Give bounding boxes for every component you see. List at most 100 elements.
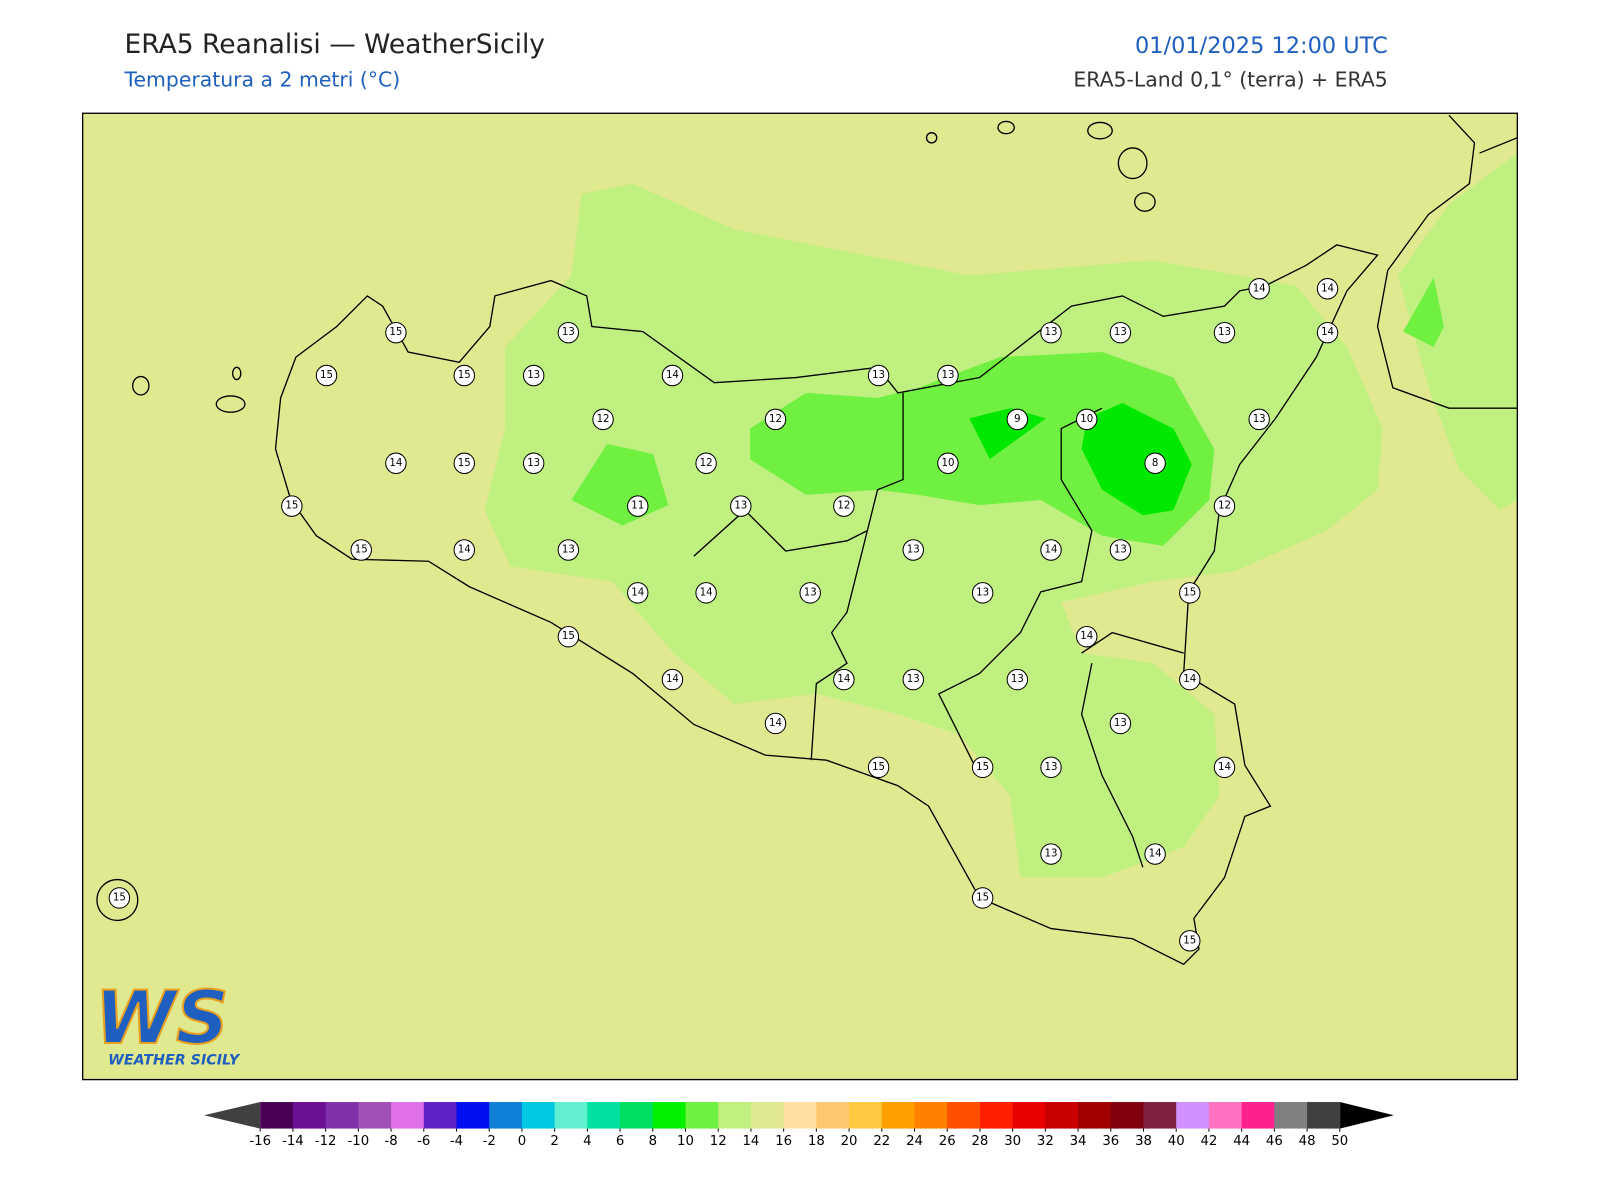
station-marker (557, 321, 580, 344)
station-value: 13 (1045, 762, 1058, 773)
colorbar-box (325, 1102, 359, 1129)
station-value: 15 (355, 545, 368, 556)
colorbar-tick-label: 48 (1299, 1134, 1316, 1149)
station-marker (627, 495, 649, 517)
colorbar-box (1078, 1102, 1112, 1129)
station-marker (764, 712, 787, 735)
colorbar-box (1176, 1102, 1210, 1129)
station-marker (867, 364, 890, 387)
station-value: 14 (458, 545, 471, 556)
station-marker (1179, 668, 1201, 691)
station-value: 14 (769, 718, 782, 729)
station-marker (1248, 278, 1270, 300)
colorbar-tick-label: 4 (583, 1134, 591, 1149)
station-marker (1179, 930, 1201, 952)
station-marker (1040, 756, 1062, 779)
station-value: 14 (1045, 545, 1058, 556)
colorbar-tick-label: 2 (550, 1134, 558, 1149)
station-marker (1006, 668, 1029, 691)
station-value: 14 (1218, 762, 1231, 773)
station-marker (557, 539, 580, 561)
colorbar-box (1208, 1102, 1243, 1129)
colorbar-box (260, 1102, 294, 1129)
station-marker (1040, 843, 1062, 865)
colorbar-tick-label: 10 (677, 1134, 694, 1149)
station-marker (1040, 539, 1062, 561)
colorbar-tick-label: 8 (649, 1134, 657, 1149)
station-value: 15 (458, 370, 471, 381)
station-marker (1144, 452, 1166, 474)
station-value: 9 (1014, 414, 1020, 425)
colorbar-box (587, 1102, 621, 1129)
station-value: 14 (1321, 283, 1334, 294)
coastline (96, 114, 1518, 966)
station-value: 14 (1183, 674, 1196, 685)
colorbar-box (718, 1102, 752, 1129)
colorbar-tick-label: 24 (906, 1134, 923, 1149)
colorbar-tick-label: 36 (1102, 1134, 1119, 1149)
station-marker (1316, 321, 1339, 344)
colorbar-tick-label: 34 (1070, 1134, 1087, 1149)
station-marker (315, 364, 338, 387)
station-value: 12 (1218, 501, 1231, 512)
station-value: 14 (666, 674, 679, 685)
station-marker (1076, 408, 1098, 431)
colorbar-tick-label: 22 (873, 1134, 890, 1149)
colorbar-tick-label: 42 (1200, 1134, 1217, 1149)
colorbar-box (1110, 1102, 1145, 1129)
station-marker (350, 539, 372, 561)
colorbar: -16 -14 -12 -10 -8 -6 -4 -2 0 2 4 6 8 10 12 14 16 18 20 22 2… (204, 1102, 1394, 1149)
station-marker (108, 887, 131, 909)
station-marker (937, 452, 959, 474)
station-marker (385, 452, 407, 474)
station-marker (557, 626, 580, 648)
station-marker (971, 887, 994, 909)
station-value: 13 (1045, 849, 1058, 860)
station-value: 13 (527, 458, 540, 469)
station-marker (627, 582, 649, 604)
colorbar-box (1274, 1102, 1308, 1129)
station-value: 15 (976, 892, 989, 903)
colorbar-box (554, 1102, 588, 1129)
station-value: 15 (562, 631, 575, 642)
station-marker (971, 756, 994, 779)
station-value: 13 (1218, 327, 1231, 338)
station-value: 12 (769, 414, 782, 425)
station-value: 13 (907, 674, 920, 685)
colorbar-box (1143, 1102, 1177, 1129)
colorbar-box (521, 1102, 556, 1129)
colorbar-tick-label: -12 (315, 1134, 337, 1149)
colorbar-tick-label: 16 (775, 1134, 792, 1149)
colorbar-box (620, 1102, 654, 1129)
station-marker (592, 408, 614, 431)
station-value: 11 (631, 501, 644, 512)
station-marker (453, 452, 475, 474)
station-value: 13 (562, 327, 575, 338)
station-marker (695, 582, 717, 604)
station-marker (1316, 278, 1339, 300)
zone-12-14 (484, 153, 1518, 878)
station-marker (1006, 408, 1029, 431)
colorbar-tick-label: 38 (1135, 1134, 1152, 1149)
colorbar-tick-label: -8 (384, 1134, 397, 1149)
station-marker (833, 495, 855, 517)
station-value: 12 (597, 414, 610, 425)
logo: WS WEATHER SICILY (94, 975, 241, 1068)
colorbar-tick-label: 18 (808, 1134, 825, 1149)
station-marker (453, 364, 475, 387)
colorbar-tick-label: -4 (450, 1134, 463, 1149)
colorbar-box (849, 1102, 883, 1129)
station-marker (1144, 843, 1166, 865)
station-marker (522, 364, 545, 387)
station-value: 8 (1152, 458, 1158, 469)
station-marker (661, 364, 684, 387)
station-marker (453, 539, 475, 561)
station-value: 15 (320, 370, 333, 381)
colorbar-tick-label: 30 (1004, 1134, 1021, 1149)
station-marker (385, 321, 407, 344)
station-value: 15 (389, 327, 402, 338)
station-marker (661, 668, 684, 691)
colorbar-over (1339, 1102, 1394, 1129)
station-marker (1109, 321, 1132, 344)
